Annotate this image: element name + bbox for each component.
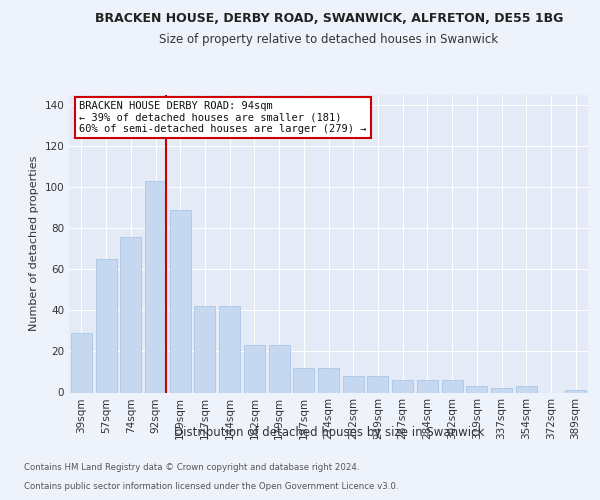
Bar xyxy=(516,386,537,392)
Bar xyxy=(293,368,314,392)
Bar xyxy=(269,346,290,393)
Bar xyxy=(417,380,438,392)
Text: Contains HM Land Registry data © Crown copyright and database right 2024.: Contains HM Land Registry data © Crown c… xyxy=(24,464,359,472)
Bar xyxy=(244,346,265,393)
Text: Size of property relative to detached houses in Swanwick: Size of property relative to detached ho… xyxy=(159,32,499,46)
Y-axis label: Number of detached properties: Number of detached properties xyxy=(29,156,39,332)
Bar xyxy=(343,376,364,392)
Bar xyxy=(95,259,116,392)
Bar xyxy=(565,390,586,392)
Bar xyxy=(219,306,240,392)
Bar xyxy=(71,333,92,392)
Bar xyxy=(318,368,339,392)
Text: BRACKEN HOUSE, DERBY ROAD, SWANWICK, ALFRETON, DE55 1BG: BRACKEN HOUSE, DERBY ROAD, SWANWICK, ALF… xyxy=(95,12,563,26)
Text: Distribution of detached houses by size in Swanwick: Distribution of detached houses by size … xyxy=(173,426,484,439)
Text: Contains public sector information licensed under the Open Government Licence v3: Contains public sector information licen… xyxy=(24,482,398,491)
Bar xyxy=(367,376,388,392)
Bar xyxy=(491,388,512,392)
Bar xyxy=(120,236,141,392)
Text: BRACKEN HOUSE DERBY ROAD: 94sqm
← 39% of detached houses are smaller (181)
60% o: BRACKEN HOUSE DERBY ROAD: 94sqm ← 39% of… xyxy=(79,101,367,134)
Bar xyxy=(194,306,215,392)
Bar xyxy=(145,181,166,392)
Bar xyxy=(170,210,191,392)
Bar xyxy=(442,380,463,392)
Bar xyxy=(392,380,413,392)
Bar xyxy=(466,386,487,392)
